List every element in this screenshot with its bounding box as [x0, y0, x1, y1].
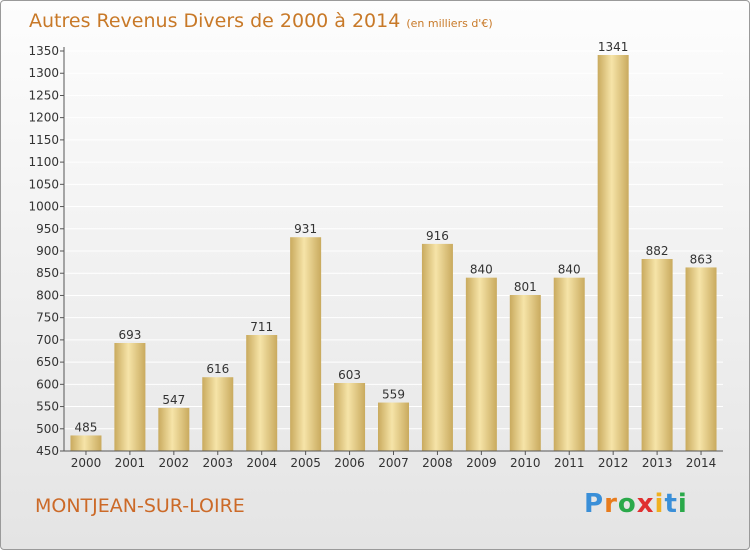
x-tick-label: 2013 — [642, 456, 673, 470]
bar-2004 — [246, 335, 278, 451]
bar-2007 — [378, 402, 409, 451]
data-label: 485 — [75, 420, 98, 434]
y-tick-label: 1150 — [28, 133, 59, 147]
chart-title-unit: (en milliers d'€) — [406, 17, 493, 30]
bar-2014 — [685, 267, 717, 451]
logo-letter: P — [584, 489, 605, 519]
data-label: 863 — [690, 252, 713, 266]
bar-2003 — [202, 377, 234, 451]
x-tick-label: 2002 — [159, 456, 190, 470]
chart-title: Autres Revenus Divers de 2000 à 2014 (en … — [29, 10, 493, 32]
y-tick-label: 1050 — [28, 177, 59, 191]
x-tick-label: 2011 — [554, 456, 585, 470]
x-tick-label: 2010 — [510, 456, 541, 470]
data-label: 711 — [250, 320, 273, 334]
bar-2000 — [70, 435, 102, 451]
x-tick-label: 2008 — [422, 456, 453, 470]
y-tick-label: 850 — [36, 266, 59, 280]
y-tick-label: 1100 — [28, 155, 59, 169]
data-label: 1341 — [598, 40, 629, 54]
logo-letter: r — [604, 489, 618, 519]
data-label: 547 — [162, 393, 185, 407]
y-tick-label: 1250 — [28, 88, 59, 102]
y-tick-label: 750 — [36, 311, 59, 325]
logo-letter: t — [664, 489, 678, 519]
bar-2011 — [553, 277, 585, 451]
x-tick-label: 2006 — [334, 456, 365, 470]
y-tick-label: 600 — [36, 377, 59, 391]
data-label: 801 — [514, 280, 537, 294]
y-tick-label: 800 — [36, 288, 59, 302]
data-label: 693 — [118, 328, 141, 342]
y-tick-label: 650 — [36, 355, 59, 369]
x-tick-label: 2007 — [378, 456, 409, 470]
data-label: 840 — [558, 263, 581, 277]
data-label: 916 — [426, 229, 449, 243]
x-tick-label: 2004 — [246, 456, 277, 470]
chart-title-main: Autres Revenus Divers de 2000 à 2014 — [29, 10, 401, 32]
x-tick-label: 2014 — [686, 456, 717, 470]
y-tick-label: 500 — [36, 422, 59, 436]
y-tick-label: 1200 — [28, 111, 59, 125]
x-tick-label: 2000 — [71, 456, 102, 470]
y-tick-label: 1300 — [28, 66, 59, 80]
bar-2006 — [334, 383, 366, 451]
x-tick-label: 2012 — [598, 456, 629, 470]
data-label: 616 — [206, 362, 229, 376]
x-tick-label: 2005 — [290, 456, 321, 470]
logo-letter: o — [617, 489, 637, 519]
bar-2001 — [114, 343, 146, 451]
bar-2005 — [290, 237, 322, 451]
logo-letter: i — [654, 489, 665, 519]
bar-2008 — [421, 243, 453, 451]
data-label: 603 — [338, 368, 361, 382]
y-tick-label: 900 — [36, 244, 59, 258]
data-label: 840 — [470, 263, 493, 277]
bar-2012 — [597, 55, 629, 451]
bar-2009 — [465, 277, 497, 451]
data-label: 882 — [646, 244, 669, 258]
y-tick-label: 1350 — [28, 44, 59, 58]
y-tick-label: 450 — [36, 444, 59, 458]
bar-2010 — [509, 295, 541, 451]
x-tick-label: 2003 — [202, 456, 233, 470]
y-tick-label: 1000 — [28, 200, 59, 214]
x-tick-label: 2001 — [115, 456, 146, 470]
data-label: 931 — [294, 222, 317, 236]
y-tick-label: 950 — [36, 222, 59, 236]
data-label: 559 — [382, 388, 405, 402]
x-tick-label: 2009 — [466, 456, 497, 470]
logo-letter: i — [677, 489, 688, 519]
logo-letter: x — [636, 489, 655, 519]
y-tick-label: 550 — [36, 400, 59, 414]
bars: 485 693 547 616 711 931 603 559 916 840 801 840 1341… — [70, 40, 717, 451]
bar-2013 — [641, 259, 673, 451]
axes: 450 500 550 600 650 700 750 800 850 900 950 1000 105… — [28, 44, 723, 470]
place-name: MONTJEAN-SUR-LOIRE — [35, 495, 245, 517]
y-tick-label: 700 — [36, 333, 59, 347]
proxiti-logo: Proxiti — [584, 489, 688, 519]
bar-2002 — [158, 407, 190, 451]
